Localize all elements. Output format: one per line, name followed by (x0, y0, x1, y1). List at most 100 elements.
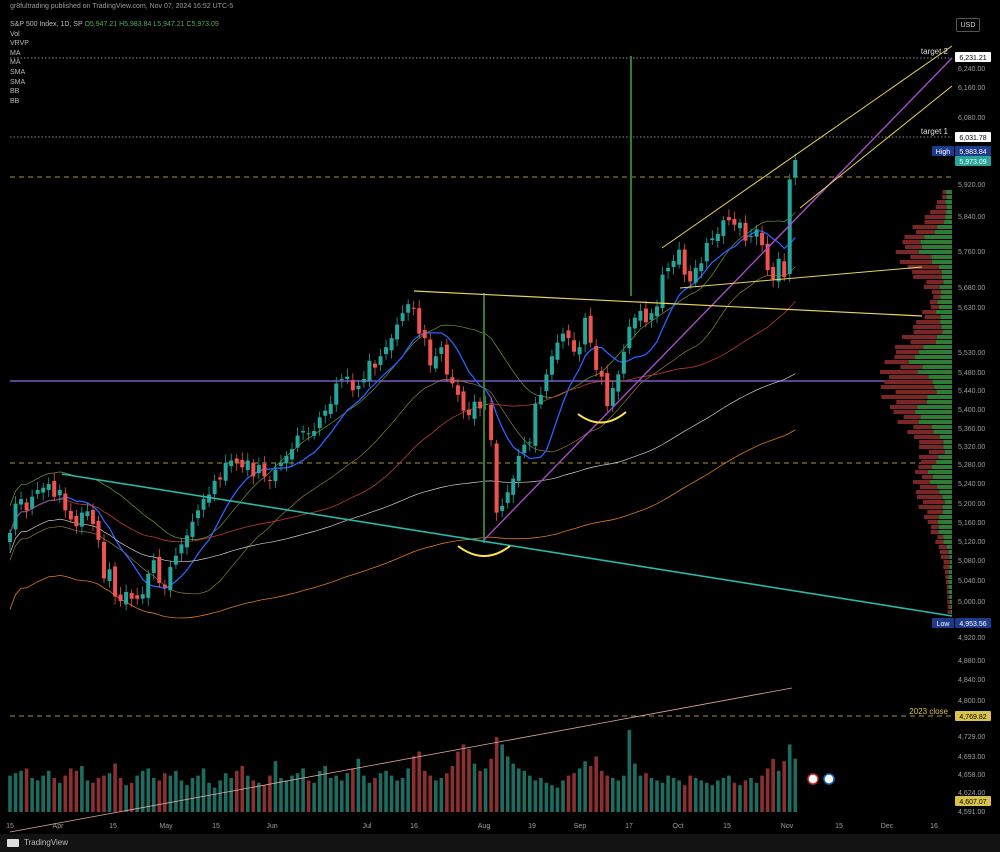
volume-bar (434, 780, 438, 812)
channel-bottom-line[interactable] (799, 85, 953, 209)
vp-bar (919, 440, 944, 444)
candle-body (68, 510, 73, 520)
price-axis[interactable]: 6,240.00 6,160.00 6,080.00 5,920.00 5,840.00… (958, 66, 985, 816)
vp-bar (927, 395, 952, 399)
candle-body (549, 356, 554, 375)
time-axis[interactable]: 15 Apr 15 May 15 Jun Jul 16 Aug 19 Sep 17 Oct 15 Nov 15… (6, 823, 938, 830)
volume-bar (129, 782, 134, 812)
candle-body (251, 462, 256, 477)
candle-body (207, 494, 212, 503)
vp-bar (896, 400, 927, 404)
legend-indicator[interactable]: VRVP (10, 40, 29, 48)
vp-bar (946, 545, 952, 549)
volume-profile (880, 190, 952, 614)
volume-bar (107, 773, 112, 812)
channel-top-line[interactable] (661, 45, 953, 249)
vp-bar (929, 300, 938, 304)
price-chart[interactable]: 6,240.00 6,160.00 6,080.00 5,920.00 5,840.00… (0, 0, 1000, 834)
volume-bar (710, 785, 715, 812)
vp-bar (919, 485, 938, 489)
candle-body (85, 511, 90, 517)
x-tick-label: Apr (53, 823, 65, 830)
legend-symbol[interactable]: S&P 500 Index, 1D, SP (10, 21, 83, 28)
vp-bar (949, 560, 952, 564)
ma-blue-line (9, 230, 796, 590)
high-value-badge (955, 146, 991, 156)
indicator-lines (9, 212, 796, 619)
candle-body (472, 401, 477, 419)
vp-bar (948, 550, 952, 554)
volume-bar (716, 780, 720, 812)
x-tick-label: May (159, 823, 173, 830)
volume-bar (500, 744, 504, 812)
volume-bar (328, 778, 333, 812)
purple-trendline[interactable] (483, 57, 953, 541)
volume-trendline[interactable] (9, 687, 793, 833)
volume-bar (63, 775, 68, 812)
vp-bar (913, 480, 931, 484)
volume-bar (472, 763, 477, 812)
target2-badge (955, 52, 991, 62)
vp-bar (889, 405, 918, 409)
publish-info: gr8fultrading published on TradingView.c… (0, 0, 1000, 14)
candle-body (102, 541, 107, 579)
neckline[interactable] (413, 290, 923, 317)
candle-body (787, 179, 792, 275)
vp-bar (922, 365, 952, 369)
vp-bar (902, 240, 921, 244)
volume-bar (146, 768, 151, 812)
close2023-badge (955, 711, 991, 721)
event-flag-icon[interactable] (823, 773, 835, 785)
legend-indicator[interactable]: MA (10, 59, 21, 67)
legend-indicator[interactable]: BB (10, 97, 20, 105)
bottom-arc-1[interactable] (457, 545, 511, 557)
legend-indicator[interactable]: Vol (10, 30, 20, 38)
lower-wedge-line[interactable] (679, 266, 923, 289)
vp-bar (913, 425, 932, 429)
legend-indicator[interactable]: BB (10, 88, 20, 96)
vp-bar (926, 400, 952, 404)
volume-bar (301, 768, 305, 812)
vp-bar (928, 470, 952, 474)
close2023-badge-text: 4,769.82 (959, 714, 986, 721)
y-tick-label: 5,320.00 (958, 444, 985, 451)
volume-bar (439, 778, 444, 812)
volume-bar (577, 768, 582, 812)
volume-bar (417, 751, 422, 812)
legend-indicator[interactable]: SMA (10, 78, 26, 86)
candle-body (135, 595, 140, 599)
currency-button[interactable]: USD (956, 18, 980, 32)
candle-body (96, 520, 101, 540)
event-spike (630, 56, 632, 296)
candle-body (223, 462, 228, 481)
trendline-drawings[interactable] (9, 45, 953, 833)
candle-body (240, 460, 245, 468)
candle-body (168, 567, 173, 591)
x-tick-label: 17 (625, 823, 633, 830)
volume-bar (776, 770, 781, 812)
legend-symbol-line[interactable]: S&P 500 Index, 1D, SP O5,947.21 H5,983.8… (10, 20, 219, 30)
volume-bar (245, 775, 250, 812)
y-tick-label: 4,624.00 (958, 790, 985, 797)
vp-bar (928, 375, 952, 379)
cyan-trendline[interactable] (61, 473, 953, 617)
candle-body (190, 521, 195, 537)
volume-bar (24, 768, 29, 812)
candle-body (256, 465, 261, 474)
bottom-arc-2[interactable] (577, 411, 627, 424)
volume-bar (666, 775, 670, 812)
legend-indicator[interactable]: MA (10, 49, 21, 57)
low-value-badge (955, 618, 991, 628)
vp-bar (924, 220, 945, 224)
vp-bar (947, 600, 950, 604)
volume-bar (660, 782, 665, 812)
event-flag-icon[interactable] (807, 773, 819, 785)
candle-body (278, 462, 283, 466)
vp-bar (936, 460, 952, 464)
candle-body (776, 258, 781, 282)
legend-indicator[interactable]: SMA (10, 68, 26, 76)
y-tick-label: 5,760.00 (958, 249, 985, 256)
low-value-text: 4,953.56 (959, 621, 986, 628)
vp-bar (897, 420, 919, 424)
vp-bar (943, 510, 952, 514)
